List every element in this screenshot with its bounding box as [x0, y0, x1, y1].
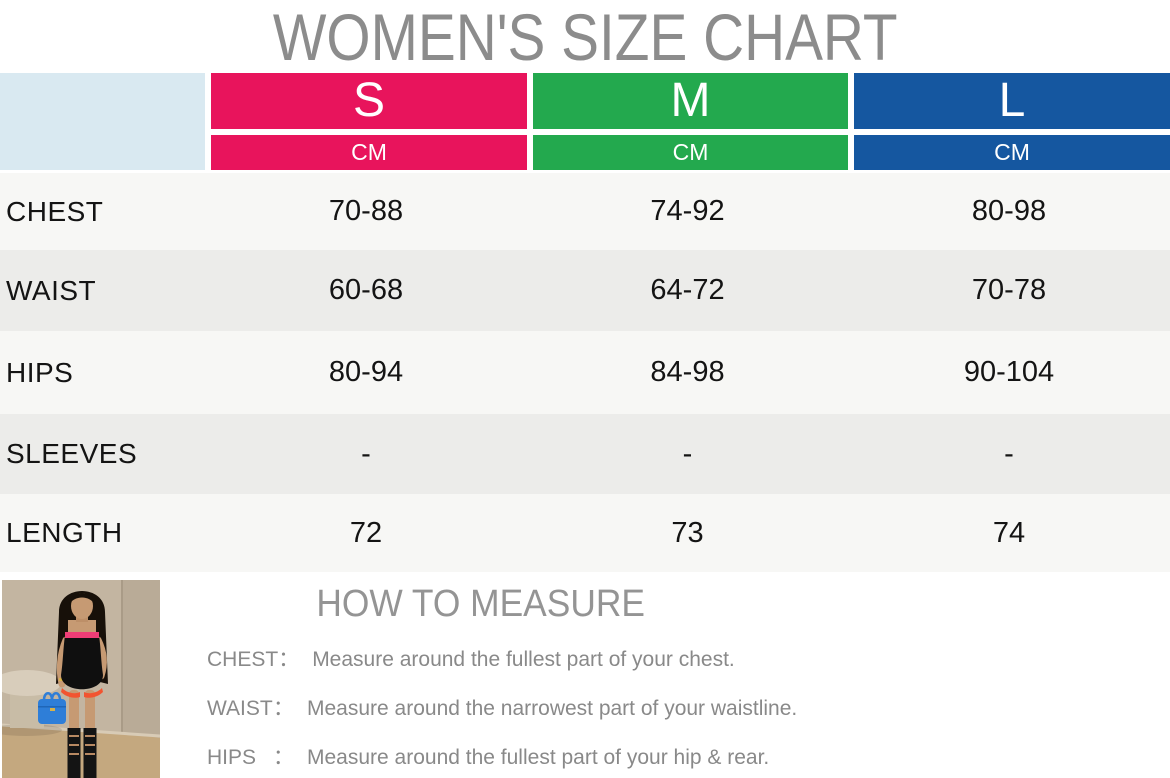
- row-label-sleeves: SLEEVES: [6, 438, 138, 469]
- cell-length-m: 73: [671, 516, 704, 549]
- measure-colon-hips: ：: [273, 746, 294, 769]
- row-label-waist: WAIST: [6, 274, 97, 306]
- cell-chest-l: 80-98: [971, 195, 1047, 227]
- model-photo-illustration: [0, 580, 161, 778]
- measure-text-hips: Measure around the fullest part of your …: [307, 746, 770, 769]
- size-header-s: S: [211, 73, 527, 129]
- cell-sleeves-l: -: [1004, 437, 1014, 470]
- table-row-hips: HIPS 80-94 84-98 90-104: [0, 331, 1170, 414]
- measure-label-hips: HIPS: [207, 746, 257, 769]
- table-row-waist: WAIST 60-68 64-72 70-78: [0, 250, 1170, 331]
- cell-hips-l: 90-104: [963, 356, 1055, 388]
- measure-text-chest: Measure around the fullest part of your …: [312, 648, 735, 671]
- cell-sleeves-s: -: [361, 437, 371, 470]
- row-label-chest: CHEST: [6, 195, 104, 227]
- unit-cell-m: CM: [533, 135, 848, 170]
- unit-cell-s: CM: [211, 135, 527, 170]
- size-header-l: L: [854, 73, 1170, 129]
- measure-colon-chest: ：: [278, 648, 300, 671]
- table-row-length: LENGTH 72 73 74: [0, 494, 1170, 572]
- measure-label-chest: CHEST: [207, 648, 279, 671]
- row-label-length: LENGTH: [6, 517, 123, 548]
- page-title-wrap: WOMEN'S SIZE CHART: [0, 2, 1170, 72]
- row-label-hips: HIPS: [6, 356, 74, 388]
- cell-waist-s: 60-68: [328, 274, 404, 306]
- model-photo: [0, 580, 161, 778]
- measure-label-waist: WAIST: [207, 697, 273, 720]
- cell-chest-s: 70-88: [328, 195, 404, 227]
- cell-waist-l: 70-78: [971, 274, 1047, 306]
- page-title: WOMEN'S SIZE CHART: [272, 0, 898, 74]
- table-row-chest: CHEST 70-88 74-92 80-98: [0, 173, 1170, 250]
- measure-text-waist: Measure around the narrowest part of you…: [307, 697, 798, 720]
- cell-length-s: 72: [349, 516, 383, 549]
- cell-length-l: 74: [992, 516, 1026, 549]
- cell-hips-s: 80-94: [328, 356, 404, 388]
- unit-cell-l: CM: [854, 135, 1170, 170]
- how-to-measure-heading: HOW TO MEASURE: [316, 582, 645, 625]
- measure-colon-waist: ：: [273, 697, 294, 720]
- size-header-m: M: [533, 73, 848, 129]
- cell-chest-m: 74-92: [650, 195, 725, 227]
- measure-line-waist: WAIST： Measure around the narrowest part …: [207, 692, 798, 720]
- measure-line-hips: HIPS ： Measure around the fullest part of …: [207, 741, 770, 769]
- column-header-s: S CM: [211, 73, 527, 170]
- measure-line-chest: CHEST： Measure around the fullest part of…: [207, 643, 735, 671]
- column-header-l: L CM: [854, 73, 1170, 170]
- cell-waist-m: 64-72: [650, 274, 725, 306]
- table-row-sleeves: SLEEVES - - -: [0, 414, 1170, 494]
- column-header-m: M CM: [533, 73, 848, 170]
- how-to-measure-heading-wrap: HOW TO MEASURE: [158, 582, 803, 625]
- table-corner-cell: [0, 73, 205, 170]
- cell-hips-m: 84-98: [650, 356, 725, 388]
- cell-sleeves-m: -: [682, 437, 693, 470]
